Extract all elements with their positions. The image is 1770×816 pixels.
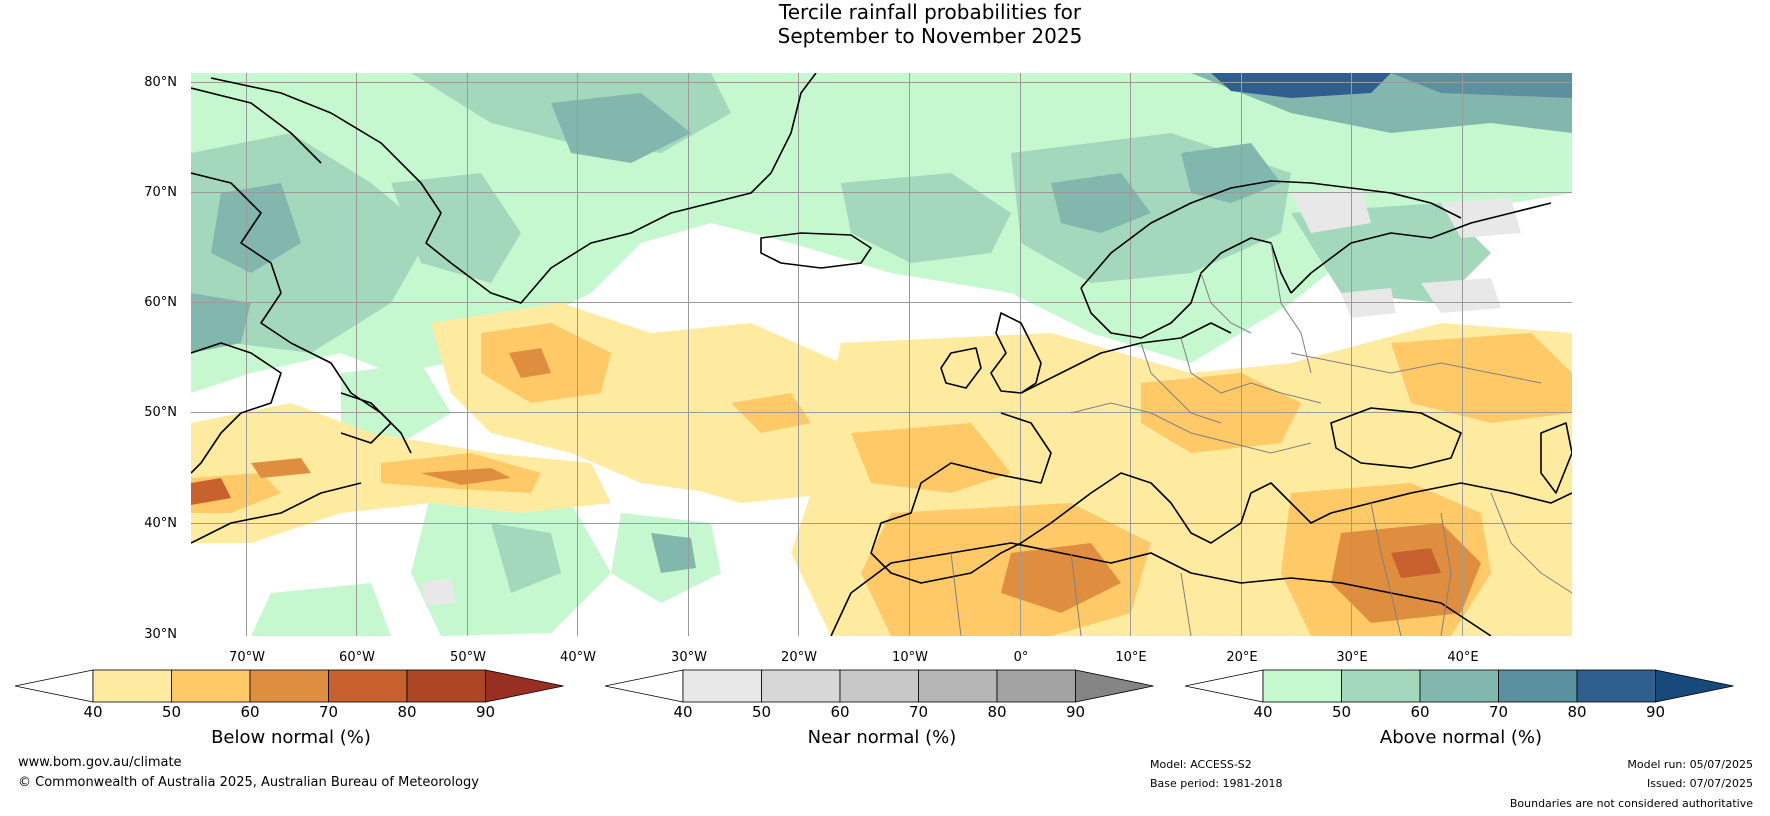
lat-label: 40°N xyxy=(144,516,177,531)
colorbar-tick-label: 70 xyxy=(908,703,929,721)
colorbar-segment xyxy=(92,669,172,703)
colorbar-tick-label: 40 xyxy=(83,703,103,721)
disclaimer: Boundaries are not considered authoritat… xyxy=(1509,797,1753,810)
lat-label: 60°N xyxy=(144,295,177,310)
colorbar-segment xyxy=(1576,669,1656,703)
colorbar-extend-low xyxy=(15,669,94,703)
colorbar-title-near: Near normal (%) xyxy=(807,727,957,748)
colorbar-tick-label: 90 xyxy=(475,703,496,721)
title-line-2: September to November 2025 xyxy=(777,24,1083,48)
colorbar-tick-label: 40 xyxy=(673,703,693,721)
colorbar-segment xyxy=(1498,669,1578,703)
model-name: Model: ACCESS-S2 xyxy=(1150,758,1252,771)
lon-label: 20°W xyxy=(781,650,817,665)
colorbar-tick-label: 40 xyxy=(1253,703,1273,721)
website-link[interactable]: www.bom.gov.au/climate xyxy=(18,755,182,770)
colorbar-below-normal xyxy=(15,669,564,703)
colorbar-segment xyxy=(682,669,762,703)
colorbar-tick-label: 60 xyxy=(1410,703,1430,721)
lon-label: 0° xyxy=(1013,650,1029,665)
colorbar-tick-label: 60 xyxy=(240,703,260,721)
lon-label: 40°E xyxy=(1447,650,1479,665)
colorbar-above-normal xyxy=(1185,669,1734,703)
colorbar-tick-label: 50 xyxy=(751,703,772,721)
lat-label: 80°N xyxy=(144,75,177,90)
colorbar-segment xyxy=(328,669,408,703)
lon-label: 60°W xyxy=(339,650,375,665)
colorbar-tick-label: 90 xyxy=(1645,703,1666,721)
copyright-text: © Commonwealth of Australia 2025, Austra… xyxy=(18,775,479,790)
issued-date: Issued: 07/07/2025 xyxy=(1646,777,1753,790)
colorbar-tick-label: 70 xyxy=(1488,703,1509,721)
colorbar-tick-label: 50 xyxy=(1331,703,1352,721)
lon-label: 10°E xyxy=(1115,650,1147,665)
model-run: Model run: 05/07/2025 xyxy=(1627,758,1753,771)
lon-label: 20°E xyxy=(1226,650,1258,665)
colorbar-tick-label: 80 xyxy=(987,703,1007,721)
colorbar-segment xyxy=(996,669,1076,703)
lon-label: 30°E xyxy=(1336,650,1368,665)
colorbar-title-below: Below normal (%) xyxy=(211,727,371,748)
lat-label: 70°N xyxy=(144,185,177,200)
lon-label: 30°W xyxy=(671,650,707,665)
coastlines xyxy=(191,73,1572,636)
colorbar-tick-label: 80 xyxy=(1567,703,1587,721)
colorbar-segment xyxy=(1341,669,1421,703)
colorbar-extend-high xyxy=(1655,669,1734,703)
colorbar-extend-low xyxy=(1185,669,1264,703)
colorbar-extend-low xyxy=(605,669,684,703)
lon-label: 70°W xyxy=(229,650,265,665)
colorbar-segment xyxy=(839,669,919,703)
colorbar-extend-high xyxy=(485,669,564,703)
colorbar-title-above: Above normal (%) xyxy=(1379,727,1543,748)
colorbar-near-normal xyxy=(605,669,1154,703)
lon-label: 50°W xyxy=(450,650,486,665)
colorbar-segment xyxy=(1262,669,1342,703)
colorbar-segment xyxy=(918,669,998,703)
base-period: Base period: 1981-2018 xyxy=(1150,777,1283,790)
lon-label: 10°W xyxy=(892,650,928,665)
colorbar-segment xyxy=(1419,669,1499,703)
colorbar-segment xyxy=(171,669,251,703)
colorbar-segment xyxy=(406,669,486,703)
colorbar-extend-high xyxy=(1075,669,1154,703)
rainfall-probability-map xyxy=(191,73,1572,636)
title-line-1: Tercile rainfall probabilities for xyxy=(778,0,1082,24)
colorbar-tick-label: 60 xyxy=(830,703,850,721)
lon-label: 40°W xyxy=(560,650,596,665)
colorbar-segment xyxy=(249,669,329,703)
colorbar-tick-label: 50 xyxy=(161,703,182,721)
country-borders xyxy=(950,242,1572,636)
colorbar-tick-label: 80 xyxy=(397,703,417,721)
colorbar-segment xyxy=(761,669,841,703)
colorbar-tick-label: 90 xyxy=(1065,703,1086,721)
map-title: Tercile rainfall probabilities for Septe… xyxy=(0,0,1770,48)
colorbar-tick-label: 70 xyxy=(318,703,339,721)
lat-label: 30°N xyxy=(144,627,177,642)
lat-label: 50°N xyxy=(144,405,177,420)
